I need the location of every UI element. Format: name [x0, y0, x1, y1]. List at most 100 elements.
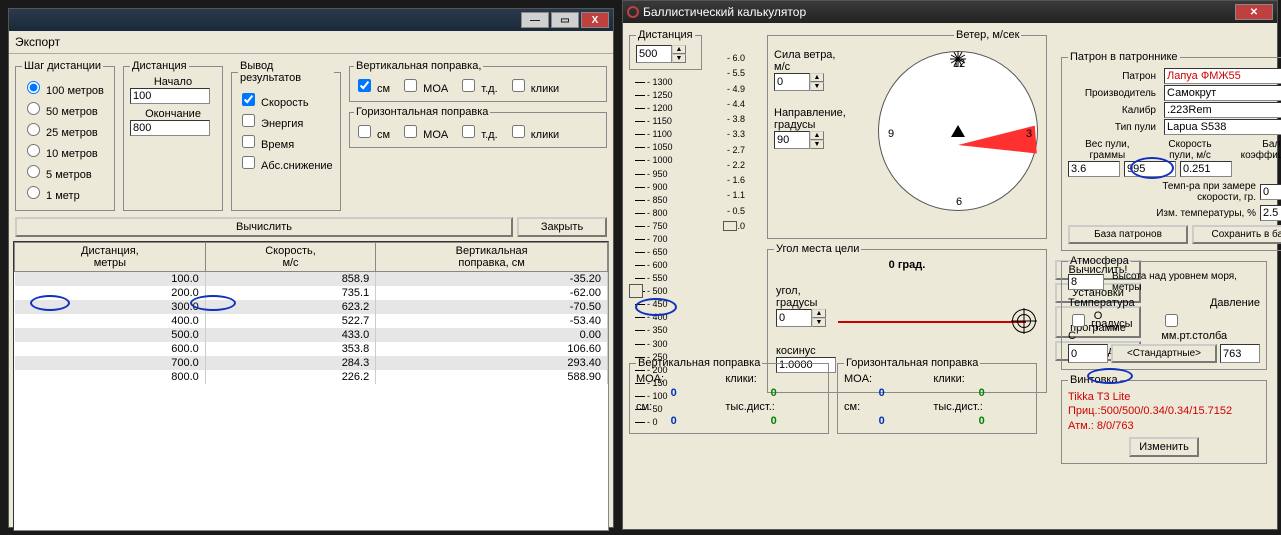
hcorr-fieldset: Горизонтальная поправка см MOA т.д. клик…	[349, 106, 607, 148]
hcorr-legend: Горизонтальная поправка	[354, 106, 490, 118]
rifle-fieldset: Винтовка Tikka T3 LiteПриц.:500/500/0.34…	[1061, 374, 1267, 464]
bc-label: Бал. коэффициент	[1233, 139, 1281, 161]
corr-check[interactable]: см	[354, 76, 390, 95]
standard-button[interactable]: <Стандартные>	[1111, 344, 1217, 363]
temp-input[interactable]	[1068, 344, 1108, 363]
maximize-button[interactable]: ▭	[551, 12, 579, 28]
temp-at-input[interactable]	[1260, 184, 1281, 200]
spin-down[interactable]: ▼	[672, 54, 686, 63]
table-row[interactable]: 500.0433.00.00	[15, 328, 608, 342]
table-row[interactable]: 400.0522.7-53.40	[15, 314, 608, 328]
table-row[interactable]: 600.0353.8106.60	[15, 342, 608, 356]
table-header: Вертикальная поправка, см	[376, 243, 608, 272]
end-input[interactable]	[130, 120, 210, 136]
close-button-2[interactable]: ✕	[1235, 4, 1273, 20]
cartridge-value[interactable]	[1164, 68, 1281, 84]
altitude-input[interactable]	[1068, 274, 1104, 290]
table-row[interactable]: 100.0858.9-35.20	[15, 272, 608, 287]
press-label: Давление	[1210, 297, 1260, 309]
wind-dir-input[interactable]	[774, 131, 810, 149]
angle-input[interactable]	[776, 309, 812, 327]
spin-down[interactable]: ▼	[810, 82, 824, 91]
table-row[interactable]: 800.0226.2588.90	[15, 370, 608, 384]
angle-spinbox[interactable]: ▲▼	[776, 309, 826, 327]
temp-delta-label: Изм. температуры, %	[1068, 208, 1256, 219]
app-icon	[627, 6, 639, 18]
corr-check[interactable]: т.д.	[458, 122, 497, 141]
export-label: Экспорт	[9, 31, 613, 53]
wind-legend: Ветер, м/сек	[954, 29, 1021, 41]
hcorr-out-fieldset: Горизонтальная поправка MOA:клики: 00 см…	[837, 357, 1037, 434]
cartridge-key: Калибр	[1068, 105, 1156, 116]
spin-up[interactable]: ▲	[812, 309, 826, 318]
cartridge-value[interactable]	[1164, 85, 1281, 101]
table-row[interactable]: 200.0735.1-62.00	[15, 286, 608, 300]
step-option[interactable]: 50 метров	[22, 99, 108, 118]
table-header: Скорость, м/с	[205, 243, 375, 272]
close-export-button[interactable]: Закрыть	[517, 217, 607, 237]
output-check[interactable]: Абс.снижение	[238, 153, 334, 172]
cartridge-value[interactable]	[1164, 102, 1281, 118]
minimize-button[interactable]: —	[521, 12, 549, 28]
spin-up[interactable]: ▲	[810, 131, 824, 140]
corr-check[interactable]: клики	[508, 122, 560, 141]
distance-legend: Дистанция	[130, 60, 189, 72]
titlebar[interactable]: — ▭ X	[9, 9, 613, 31]
speed-input[interactable]	[1124, 161, 1176, 177]
step-option[interactable]: 100 метров	[22, 78, 108, 97]
cartridge-db-button[interactable]: База патронов	[1068, 225, 1188, 244]
table-row[interactable]: 300.0623.2-70.50	[15, 300, 608, 314]
rifle-info: Tikka T3 LiteПриц.:500/500/0.34/0.34/15.…	[1068, 390, 1260, 433]
ruler-slider[interactable]	[629, 284, 643, 298]
rifle-edit-button[interactable]: Изменить	[1129, 437, 1199, 457]
compute-button[interactable]: Вычислить	[15, 217, 513, 237]
cartridge-save-button[interactable]: Сохранить в базу	[1192, 225, 1281, 244]
table-row[interactable]: 700.0284.3293.40	[15, 356, 608, 370]
temp-label: Температура	[1068, 297, 1135, 309]
step-option[interactable]: 10 метров	[22, 141, 108, 160]
press-unit-check[interactable]: мм.рт.столба	[1161, 311, 1250, 342]
wind-dir-label: Направление, градусы	[774, 107, 864, 131]
corr-check[interactable]: клики	[508, 76, 560, 95]
weight-label: Вес пули, граммы	[1068, 139, 1147, 161]
output-check[interactable]: Энергия	[238, 111, 334, 130]
vcorr-out-fieldset: Вертикальная поправка MOA:клики: 00 см:т…	[629, 357, 829, 434]
rifle-legend: Винтовка	[1068, 374, 1120, 386]
output-check[interactable]: Скорость	[238, 90, 334, 109]
export-window: — ▭ X Экспорт Шаг дистанции 100 метров 5…	[8, 8, 614, 528]
wind-scale-slider[interactable]	[723, 221, 737, 231]
spin-down[interactable]: ▼	[812, 318, 826, 327]
distance-input[interactable]	[636, 45, 672, 63]
corr-check[interactable]: MOA	[400, 122, 448, 141]
titlebar-2[interactable]: Баллистический калькулятор ✕	[623, 1, 1277, 23]
bc-input[interactable]	[1180, 161, 1232, 177]
step-option[interactable]: 5 метров	[22, 162, 108, 181]
temp-delta-input[interactable]	[1260, 205, 1281, 221]
calculator-window: Баллистический калькулятор ✕ Дистанция ▲…	[622, 0, 1278, 530]
spin-down[interactable]: ▼	[810, 140, 824, 149]
angle-legend: Угол места цели	[774, 243, 861, 255]
corr-check[interactable]: т.д.	[458, 76, 497, 95]
distance-legend-2: Дистанция	[636, 29, 695, 41]
distance-fieldset-2: Дистанция ▲▼	[629, 29, 702, 70]
spin-up[interactable]: ▲	[810, 73, 824, 82]
wind-force-input[interactable]	[774, 73, 810, 91]
start-input[interactable]	[130, 88, 210, 104]
distance-spinbox[interactable]: ▲▼	[636, 45, 686, 63]
spin-up[interactable]: ▲	[672, 45, 686, 54]
step-option[interactable]: 25 метров	[22, 120, 108, 139]
sight-icon	[1012, 309, 1036, 333]
wind-dir-spinbox[interactable]: ▲▼	[774, 131, 824, 149]
press-input[interactable]	[1220, 344, 1260, 363]
close-button[interactable]: X	[581, 12, 609, 28]
temp-unit-check[interactable]: градусы C	[1068, 311, 1143, 342]
cartridge-value[interactable]	[1164, 119, 1281, 135]
step-option[interactable]: 1 метр	[22, 183, 108, 202]
step-fieldset: Шаг дистанции 100 метров 50 метров 25 ме…	[15, 60, 115, 211]
wind-force-spinbox[interactable]: ▲▼	[774, 73, 824, 91]
weight-input[interactable]	[1068, 161, 1120, 177]
wind-clock[interactable]: 12369	[878, 51, 1038, 211]
corr-check[interactable]: см	[354, 122, 390, 141]
corr-check[interactable]: MOA	[400, 76, 448, 95]
output-check[interactable]: Время	[238, 132, 334, 151]
